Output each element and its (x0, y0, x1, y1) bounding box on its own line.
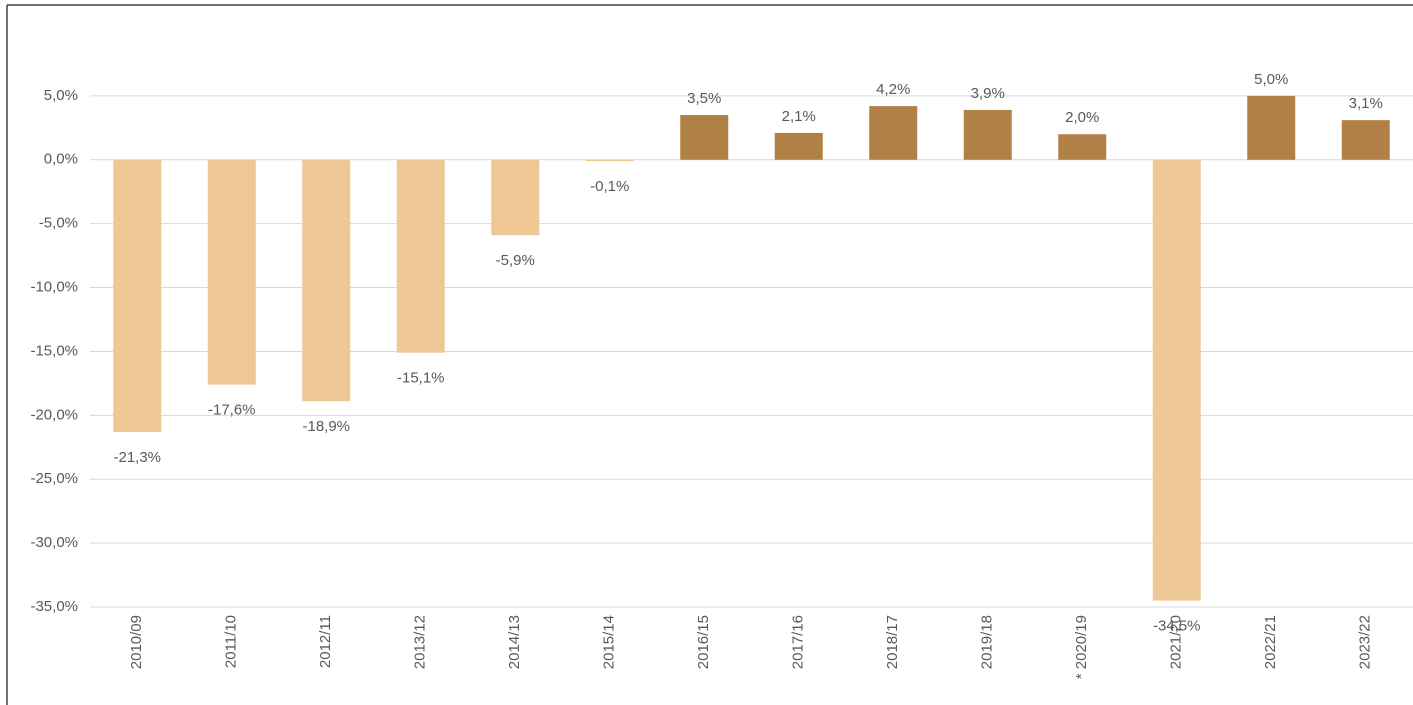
value-label: -34,5% (1153, 618, 1201, 635)
bar (585, 159, 634, 162)
y-tick-label: -20,0% (30, 406, 78, 423)
x-tick-label: 2011/10 (223, 615, 240, 668)
x-tick-label: 2019/18 (979, 615, 996, 669)
value-label: -17,6% (208, 402, 256, 419)
bar (1058, 134, 1107, 160)
value-label: 5,0% (1254, 71, 1288, 88)
y-tick-label: -35,0% (30, 598, 78, 615)
bar (1341, 120, 1390, 160)
y-tick-label: -25,0% (30, 470, 78, 487)
bar (869, 106, 918, 160)
value-label: 3,1% (1349, 95, 1383, 112)
bar (1152, 159, 1201, 601)
value-label: -21,3% (113, 449, 161, 466)
bar (207, 159, 256, 385)
bar (396, 159, 445, 353)
x-tick-label: 2017/16 (790, 615, 807, 669)
bar (774, 132, 823, 160)
value-label: -0,1% (590, 178, 629, 195)
bar (302, 159, 351, 402)
bar (1247, 95, 1296, 160)
x-tick-label: 2010/09 (128, 615, 145, 669)
x-tick-label: 2012/11 (317, 615, 334, 668)
x-tick-label: 2014/13 (506, 615, 523, 669)
value-label: 3,5% (687, 90, 721, 107)
y-tick-label: -10,0% (30, 279, 78, 296)
value-label: 2,0% (1065, 109, 1099, 126)
y-tick-label: 5,0% (44, 87, 78, 104)
value-label: -18,9% (302, 418, 350, 435)
x-tick-label: * 2020/19 (1073, 615, 1090, 679)
value-label: 4,2% (876, 81, 910, 98)
x-tick-label: 2022/21 (1262, 615, 1279, 669)
y-tick-label: -5,0% (39, 215, 78, 232)
x-tick-label: 2013/12 (412, 615, 429, 669)
x-tick-label: 2016/15 (695, 615, 712, 669)
y-tick-label: 0,0% (44, 151, 78, 168)
value-label: -5,9% (496, 252, 535, 269)
x-tick-label: 2023/22 (1357, 615, 1374, 669)
x-tick-label: 2021/20 (1168, 615, 1185, 669)
bar (680, 115, 729, 160)
value-label: -15,1% (397, 370, 445, 387)
y-tick-label: -15,0% (30, 342, 78, 359)
x-tick-label: 2015/14 (601, 615, 618, 669)
x-tick-label: 2018/17 (884, 615, 901, 669)
value-label: 3,9% (971, 85, 1005, 102)
bar (491, 159, 540, 236)
value-label: 2,1% (782, 108, 816, 125)
bar (963, 109, 1012, 160)
bar (113, 159, 162, 432)
y-tick-label: -30,0% (30, 534, 78, 551)
